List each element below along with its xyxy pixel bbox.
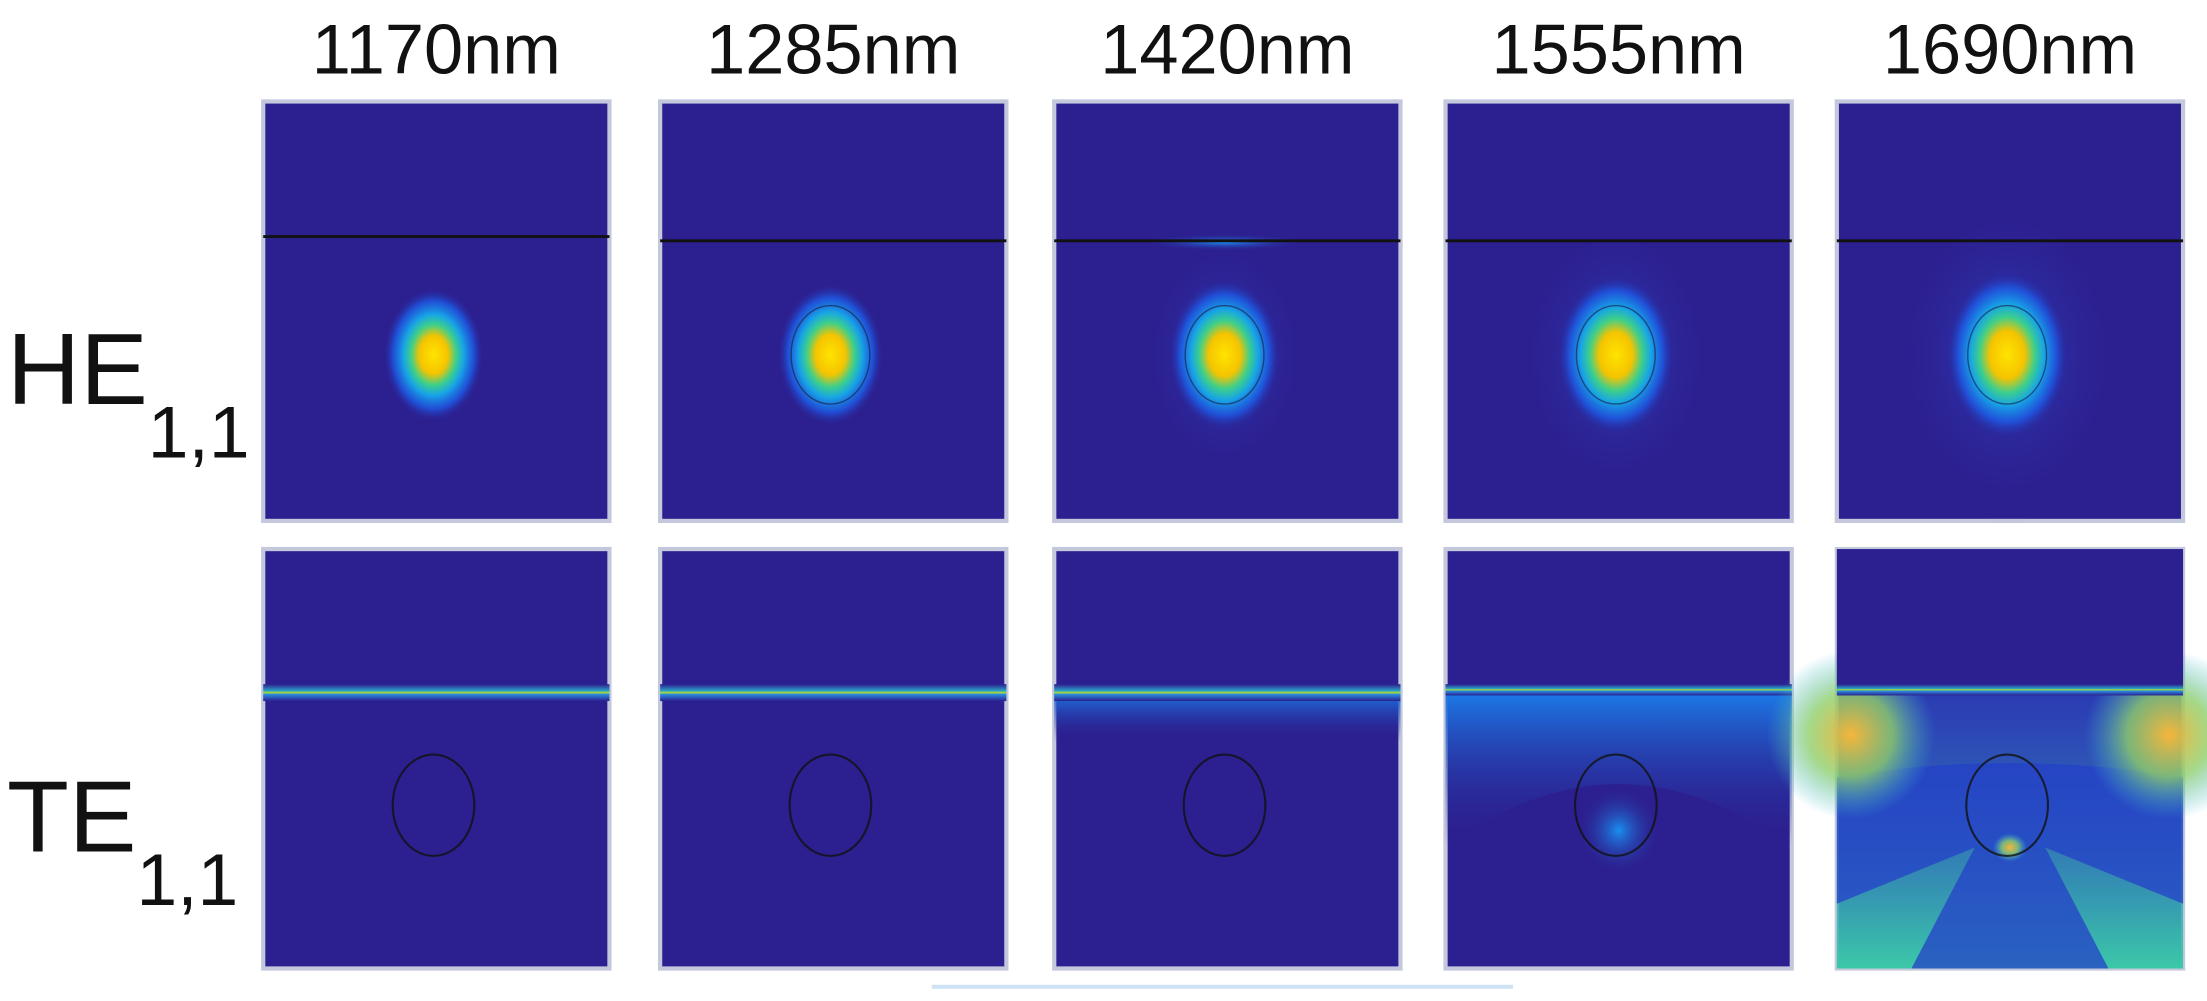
- row-label: TE1,1: [7, 761, 238, 921]
- field-spot: [382, 287, 485, 423]
- mode-panel: [1052, 99, 1403, 524]
- field-dark: [1836, 763, 2184, 969]
- field-spot: [776, 283, 884, 427]
- surface-band: [263, 684, 610, 702]
- panel-bg: [1052, 546, 1403, 971]
- field-blob: [1993, 833, 2027, 862]
- core-outline: [1965, 753, 2050, 857]
- field-spot: [1556, 274, 1675, 436]
- mode-panel: [658, 99, 1009, 524]
- surface-band: [1836, 684, 2184, 696]
- surface-band: [1445, 684, 1792, 696]
- core-outline: [391, 753, 476, 857]
- mode-panel: [1766, 546, 2207, 971]
- mode-panel: [261, 99, 612, 524]
- mode-panel: [1443, 99, 1794, 524]
- core-outline: [1967, 304, 2048, 405]
- row-label-subscript: 1,1: [148, 392, 250, 474]
- column-label: 1555nm: [1492, 9, 1746, 88]
- surface-band: [1054, 684, 1401, 702]
- panel-top: [1836, 549, 2184, 686]
- row-label-main: HE: [7, 313, 148, 426]
- field-blob: [1576, 785, 1661, 876]
- core-outline: [790, 304, 871, 405]
- core-outline: [788, 753, 873, 857]
- mode-panel: [1834, 99, 2186, 524]
- mode-panel: [1052, 546, 1403, 971]
- panel-bg: [261, 546, 612, 971]
- column-label: 1690nm: [1883, 9, 2137, 88]
- field-spot: [1168, 278, 1281, 431]
- field-spread: [1445, 692, 1792, 848]
- mode-panel: [658, 546, 1009, 971]
- row-label-subscript: 1,1: [137, 839, 239, 921]
- row-label: HE1,1: [7, 313, 250, 473]
- core-outline: [1575, 304, 1656, 405]
- column-label: 1285nm: [706, 9, 960, 88]
- core-outline: [1573, 753, 1658, 857]
- mode-panel: [1443, 546, 1794, 971]
- column-label: 1170nm: [312, 9, 561, 88]
- mode-panel: [261, 546, 612, 971]
- panel-bg: [658, 546, 1009, 971]
- column-label: 1420nm: [1100, 9, 1354, 88]
- surface-band: [660, 684, 1007, 702]
- field-spot: [1945, 270, 2070, 440]
- core-outline: [1182, 753, 1267, 857]
- row-label-main: TE: [7, 761, 136, 874]
- core-outline: [1184, 304, 1265, 405]
